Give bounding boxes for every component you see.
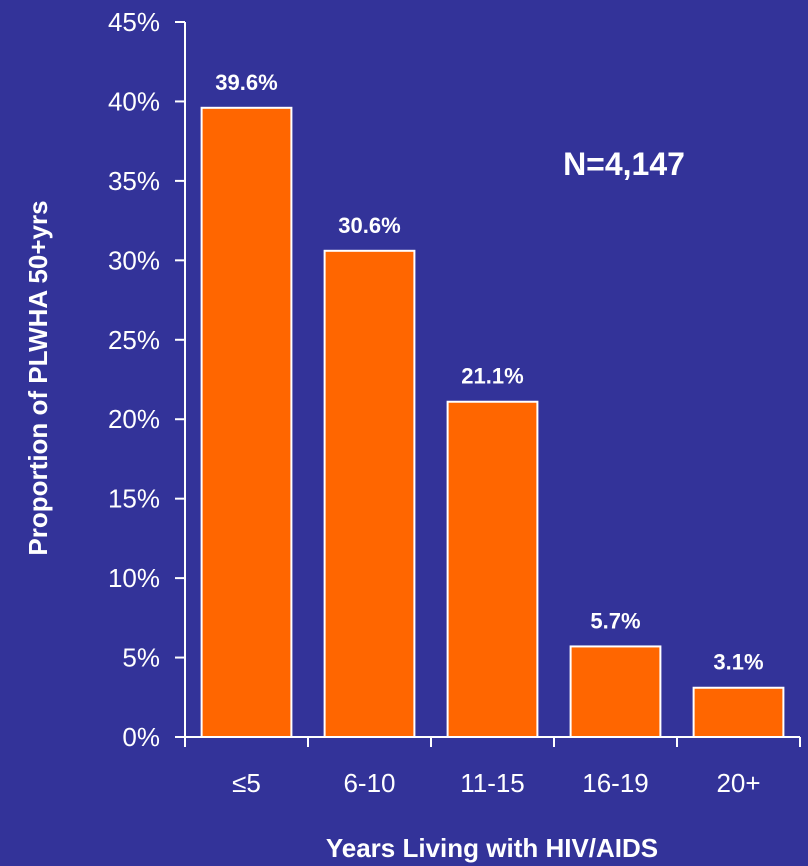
- y-tick-label: 20%: [108, 404, 160, 434]
- x-category-label: ≤5: [232, 768, 261, 798]
- y-tick-label: 0%: [122, 722, 160, 752]
- y-tick-label: 25%: [108, 325, 160, 355]
- bar: [446, 400, 539, 738]
- x-category-label: 20+: [716, 768, 760, 798]
- bar: [569, 645, 662, 739]
- y-tick-label: 40%: [108, 86, 160, 116]
- bars: [200, 106, 785, 739]
- x-category-label: 16-19: [582, 768, 649, 798]
- bar-value-label: 5.7%: [590, 608, 640, 633]
- y-tick-label: 30%: [108, 245, 160, 275]
- sample-size-annotation: N=4,147: [563, 146, 685, 182]
- y-axis-title: Proportion of PLWHA 50+yrs: [23, 200, 53, 555]
- y-tick-label: 5%: [122, 643, 160, 673]
- bar: [692, 686, 785, 738]
- y-tick-label: 35%: [108, 166, 160, 196]
- bar: [323, 249, 416, 739]
- x-category-label: 11-15: [460, 768, 525, 798]
- data-labels: 39.6% 30.6% 21.1% 5.7% 3.1%: [215, 70, 763, 675]
- bar-value-label: 21.1%: [461, 364, 523, 389]
- bar-value-label: 30.6%: [338, 213, 400, 238]
- y-axis: 0% 5% 10% 15% 20% 25% 30% 35% 40% 45%: [108, 7, 186, 752]
- y-tick-label: 10%: [108, 563, 160, 593]
- x-category-label: 6-10: [343, 768, 395, 798]
- bar-value-label: 3.1%: [713, 650, 763, 675]
- bar-value-label: 39.6%: [215, 70, 277, 95]
- y-tick-label: 45%: [108, 7, 160, 37]
- x-axis: ≤5 6-10 11-15 16-19 20+: [184, 736, 801, 798]
- bar: [200, 106, 293, 739]
- y-tick-label: 15%: [108, 484, 160, 514]
- x-axis-title: Years Living with HIV/AIDS: [326, 833, 658, 863]
